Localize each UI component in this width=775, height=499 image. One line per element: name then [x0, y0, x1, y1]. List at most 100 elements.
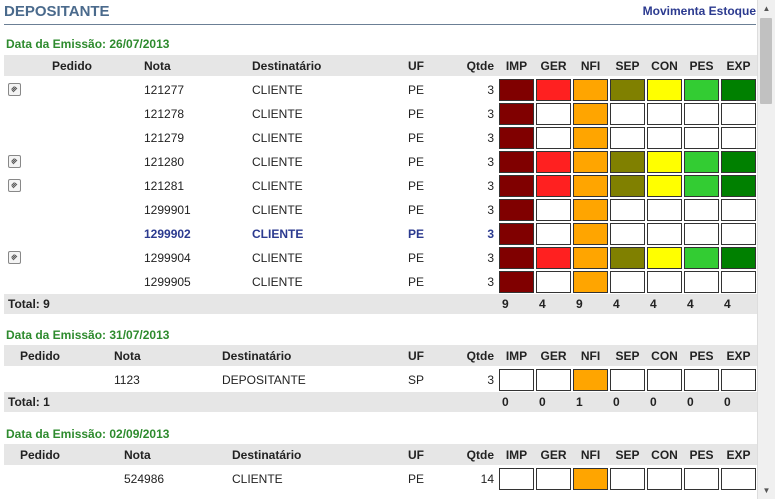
attachment-icon[interactable]: [8, 155, 21, 168]
col-header-qtde: Qtde: [441, 55, 498, 78]
scroll-down-arrow-icon[interactable]: ▼: [762, 486, 771, 495]
uf-cell: PE: [408, 107, 425, 121]
total-count-exp: 4: [720, 294, 757, 314]
uf-cell: PE: [408, 155, 425, 169]
col-header-status-imp: IMP: [498, 55, 535, 78]
status-indicator-imp: [499, 79, 534, 101]
col-header-status-sep: SEP: [609, 345, 646, 368]
nota-cell: 1299901: [144, 203, 191, 217]
attachment-icon[interactable]: [8, 251, 21, 264]
destinatario-cell: CLIENTE: [252, 131, 303, 145]
qtde-cell: 3: [487, 155, 494, 169]
status-indicator-exp: [721, 247, 756, 269]
attachment-icon[interactable]: [8, 83, 21, 96]
group-date-label: Data da Emissão: 31/07/2013: [6, 328, 170, 342]
depositante-page: DEPOSITANTE Movimenta Estoque Data da Em…: [4, 3, 757, 491]
status-cell-con: [646, 102, 683, 126]
col-header-nota: Nota: [140, 55, 248, 78]
table-row[interactable]: 1123 DEPOSITANTE SP 3: [4, 367, 757, 392]
attachment-icon[interactable]: [8, 179, 21, 192]
attach-cell: [4, 270, 48, 294]
status-indicator-sep: [610, 151, 645, 173]
status-indicator-exp: [721, 369, 756, 391]
col-header-status-pes: PES: [683, 444, 720, 467]
status-cell-sep: [609, 222, 646, 246]
col-header-status-nfi: NFI: [572, 345, 609, 368]
vertical-scrollbar[interactable]: ▲ ▼: [757, 0, 775, 499]
table-row[interactable]: 524986 CLIENTE PE 14: [4, 466, 757, 491]
status-cell-ger: [535, 367, 572, 392]
status-indicator-exp: [721, 199, 756, 221]
status-cell-nfi: [572, 126, 609, 150]
status-cell-nfi: [572, 102, 609, 126]
uf-cell: PE: [408, 83, 425, 97]
scroll-thumb[interactable]: [760, 18, 772, 104]
status-cell-ger: [535, 198, 572, 222]
status-indicator-ger: [536, 175, 571, 197]
nota-cell: 121281: [144, 179, 185, 193]
status-indicator-sep: [610, 223, 645, 245]
attach-cell: [4, 198, 48, 222]
status-cell-con: [646, 367, 683, 392]
status-indicator-con: [647, 79, 682, 101]
table-row[interactable]: 121280 CLIENTE PE 3: [4, 150, 757, 174]
status-indicator-pes: [684, 271, 719, 293]
qtde-cell: 3: [487, 107, 494, 121]
status-indicator-exp: [721, 79, 756, 101]
group-date-label: Data da Emissão: 02/09/2013: [6, 427, 170, 441]
status-cell-pes: [683, 102, 720, 126]
table-row[interactable]: 121281 CLIENTE PE 3: [4, 174, 757, 198]
status-cell-imp: [498, 102, 535, 126]
status-indicator-nfi: [573, 175, 608, 197]
col-header-status-ger: GER: [535, 444, 572, 467]
table-row[interactable]: 1299902 CLIENTE PE 3: [4, 222, 757, 246]
attach-cell: [4, 174, 48, 198]
movimenta-estoque-link[interactable]: Movimenta Estoque: [642, 4, 756, 18]
status-indicator-con: [647, 369, 682, 391]
table-row[interactable]: 121277 CLIENTE PE 3: [4, 77, 757, 102]
status-cell-sep: [609, 126, 646, 150]
status-indicator-sep: [610, 271, 645, 293]
col-header-status-pes: PES: [683, 55, 720, 78]
table-row[interactable]: 1299904 CLIENTE PE 3: [4, 246, 757, 270]
qtde-cell: 3: [487, 373, 494, 387]
qtde-cell: 3: [487, 227, 494, 241]
status-cell-nfi: [572, 270, 609, 294]
total-count-nfi: 1: [572, 392, 609, 412]
total-count-exp: 0: [720, 392, 757, 412]
nota-cell: 524986: [124, 472, 165, 486]
status-cell-ger: [535, 126, 572, 150]
status-cell-nfi: [572, 150, 609, 174]
table-row[interactable]: 1299901 CLIENTE PE 3: [4, 198, 757, 222]
total-count-pes: 0: [683, 392, 720, 412]
status-cell-sep: [609, 174, 646, 198]
status-indicator-con: [647, 103, 682, 125]
total-count-con: 4: [646, 294, 683, 314]
status-cell-pes: [683, 367, 720, 392]
status-indicator-ger: [536, 151, 571, 173]
status-cell-pes: [683, 126, 720, 150]
total-count-sep: 0: [609, 392, 646, 412]
status-indicator-ger: [536, 247, 571, 269]
status-cell-pes: [683, 174, 720, 198]
pedido-cell: [16, 367, 110, 392]
destinatario-cell: CLIENTE: [252, 83, 303, 97]
status-cell-exp: [720, 102, 757, 126]
status-indicator-exp: [721, 468, 756, 490]
status-indicator-pes: [684, 79, 719, 101]
status-indicator-nfi: [573, 369, 608, 391]
table-row[interactable]: 121279 CLIENTE PE 3: [4, 126, 757, 150]
status-indicator-con: [647, 223, 682, 245]
invoice-table: Pedido Nota Destinatário UF Qtde IMP GER NFI SEP…: [4, 444, 757, 491]
col-header-status-imp: IMP: [498, 444, 535, 467]
status-cell-con: [646, 150, 683, 174]
col-header-status-sep: SEP: [609, 444, 646, 467]
status-indicator-exp: [721, 127, 756, 149]
table-row[interactable]: 121278 CLIENTE PE 3: [4, 102, 757, 126]
destinatario-cell: CLIENTE: [252, 227, 304, 241]
table-row[interactable]: 1299905 CLIENTE PE 3: [4, 270, 757, 294]
col-header-uf: UF: [404, 345, 441, 368]
scroll-up-arrow-icon[interactable]: ▲: [762, 4, 771, 13]
col-header-qtde: Qtde: [441, 345, 498, 368]
invoice-table: Pedido Nota Destinatário UF Qtde IMP GER NFI SEP…: [4, 55, 757, 314]
